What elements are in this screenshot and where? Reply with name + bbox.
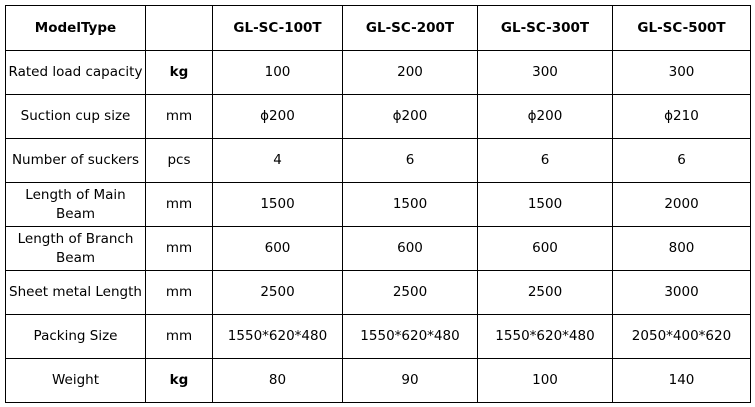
- table-row: Length of Branch Beam mm 600 600 600 800: [5, 226, 751, 271]
- table-row: Packing Size mm 1550*620*480 1550*620*480 15…: [5, 314, 751, 359]
- row-name: Number of suckers: [5, 138, 146, 183]
- header-model: GL-SC-300T: [477, 5, 613, 51]
- row-value: 800: [612, 226, 751, 271]
- row-value: 6: [477, 138, 613, 183]
- table-body: ModelType GL-SC-100T GL-SC-200T GL-SC-300T G…: [5, 5, 751, 403]
- row-name: Suction cup size: [5, 94, 146, 139]
- table-row: Rated load capacity kg 100 200 300 300: [5, 50, 751, 95]
- table-row: Weight kg 80 90 100 140: [5, 358, 751, 403]
- row-value: 1500: [477, 182, 613, 227]
- row-value: 600: [477, 226, 613, 271]
- row-value: 1550*620*480: [342, 314, 478, 359]
- row-value: 1550*620*480: [477, 314, 613, 359]
- row-value: ϕ200: [212, 94, 343, 139]
- row-name: Packing Size: [5, 314, 146, 359]
- row-value: 140: [612, 358, 751, 403]
- row-unit: kg: [145, 358, 213, 403]
- row-value: 300: [612, 50, 751, 95]
- row-unit: mm: [145, 314, 213, 359]
- row-value: 2500: [477, 270, 613, 315]
- row-value: 1500: [212, 182, 343, 227]
- row-value: 300: [477, 50, 613, 95]
- row-unit: mm: [145, 182, 213, 227]
- row-value: 2500: [212, 270, 343, 315]
- row-value: 600: [212, 226, 343, 271]
- row-name: Length of Main Beam: [5, 182, 146, 227]
- row-value: 3000: [612, 270, 751, 315]
- header-model: GL-SC-200T: [342, 5, 478, 51]
- header-model: GL-SC-100T: [212, 5, 343, 51]
- row-value: 80: [212, 358, 343, 403]
- spec-table: ModelType GL-SC-100T GL-SC-200T GL-SC-300T G…: [5, 5, 751, 403]
- row-value: 100: [477, 358, 613, 403]
- row-value: 2000: [612, 182, 751, 227]
- row-value: 1550*620*480: [212, 314, 343, 359]
- row-unit: mm: [145, 94, 213, 139]
- row-unit: mm: [145, 270, 213, 315]
- row-value: 600: [342, 226, 478, 271]
- row-unit: kg: [145, 50, 213, 95]
- header-blank: [145, 5, 213, 51]
- table-row: Length of Main Beam mm 1500 1500 1500 2000: [5, 182, 751, 227]
- header-model: GL-SC-500T: [612, 5, 751, 51]
- table-row: Number of suckers pcs 4 6 6 6: [5, 138, 751, 183]
- table-row: ModelType GL-SC-100T GL-SC-200T GL-SC-300T G…: [5, 5, 751, 51]
- row-name: Length of Branch Beam: [5, 226, 146, 271]
- row-value: ϕ200: [342, 94, 478, 139]
- row-name: Sheet metal Length: [5, 270, 146, 315]
- header-label: ModelType: [5, 5, 146, 51]
- row-value: 1500: [342, 182, 478, 227]
- table-row: Suction cup size mm ϕ200 ϕ200 ϕ200 ϕ210: [5, 94, 751, 139]
- row-value: ϕ200: [477, 94, 613, 139]
- row-name: Weight: [5, 358, 146, 403]
- row-value: 4: [212, 138, 343, 183]
- row-value: 2500: [342, 270, 478, 315]
- row-unit: mm: [145, 226, 213, 271]
- row-value: ϕ210: [612, 94, 751, 139]
- row-value: 90: [342, 358, 478, 403]
- row-value: 200: [342, 50, 478, 95]
- row-value: 6: [342, 138, 478, 183]
- table-row: Sheet metal Length mm 2500 2500 2500 3000: [5, 270, 751, 315]
- row-value: 6: [612, 138, 751, 183]
- row-value: 2050*400*620: [612, 314, 751, 359]
- row-value: 100: [212, 50, 343, 95]
- row-unit: pcs: [145, 138, 213, 183]
- row-name: Rated load capacity: [5, 50, 146, 95]
